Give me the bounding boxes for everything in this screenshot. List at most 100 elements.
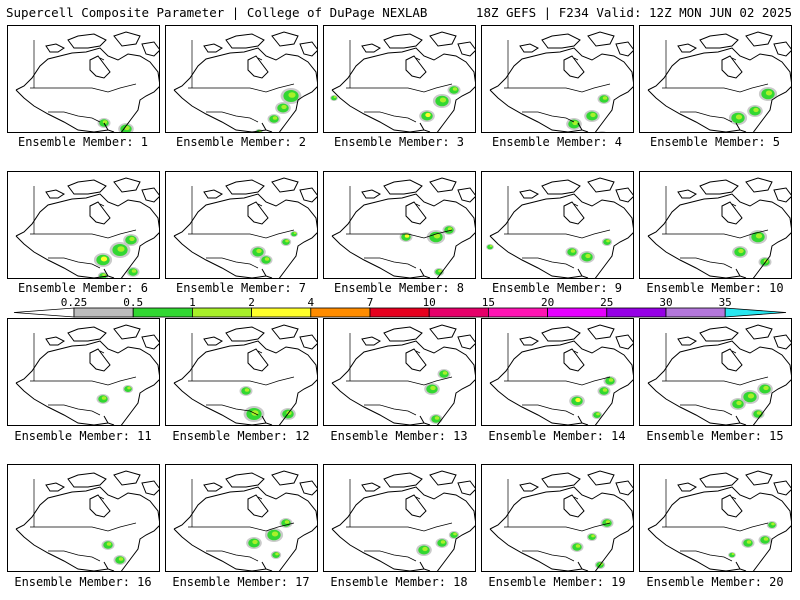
- north-america-map: [173, 31, 317, 132]
- political-border: [680, 111, 733, 123]
- coastline: [383, 179, 423, 195]
- coastline: [261, 415, 273, 425]
- coastline: [615, 187, 633, 203]
- scp-shading: [597, 386, 611, 396]
- political-border: [346, 522, 453, 532]
- coastline: [745, 324, 773, 340]
- coastline: [173, 382, 267, 425]
- coastline: [247, 494, 269, 518]
- coastline: [405, 348, 427, 372]
- coastline: [225, 472, 265, 488]
- political-border: [30, 522, 137, 532]
- coastline: [457, 187, 475, 203]
- coastline: [587, 324, 615, 340]
- member-caption: Ensemble Member: 7: [175, 281, 307, 295]
- coastline: [361, 43, 381, 53]
- political-border: [48, 111, 101, 123]
- coastline: [15, 486, 159, 571]
- scp-shading: [101, 540, 115, 550]
- map-panel-member-1: [7, 25, 160, 133]
- coastline: [489, 382, 583, 425]
- north-america-map: [331, 470, 475, 571]
- coastline: [647, 528, 741, 571]
- political-border: [731, 203, 737, 207]
- coastline: [647, 193, 791, 278]
- coastline: [271, 31, 299, 47]
- scp-shading: [728, 111, 748, 125]
- coastline: [271, 177, 299, 193]
- scp-shading: [264, 528, 284, 542]
- member-caption: Ensemble Member: 5: [649, 135, 781, 149]
- coastline: [331, 382, 425, 425]
- member-caption: Ensemble Member: 13: [330, 429, 468, 443]
- coastline: [615, 334, 633, 350]
- political-border: [662, 376, 769, 386]
- coastline: [203, 43, 223, 53]
- coastline: [647, 486, 791, 571]
- coastline: [15, 340, 159, 425]
- colorbar-segment: [547, 307, 608, 318]
- coastline: [103, 268, 115, 278]
- political-border: [731, 496, 737, 500]
- political-border: [364, 550, 417, 562]
- north-america-map: [173, 177, 317, 278]
- coastline: [361, 189, 381, 199]
- north-america-map: [173, 324, 317, 425]
- political-border: [415, 350, 421, 354]
- coastline: [577, 415, 589, 425]
- scp-shading: [239, 386, 253, 396]
- coastline: [299, 187, 317, 203]
- scp-shading: [748, 230, 768, 244]
- coastline: [15, 193, 159, 278]
- coastline: [577, 268, 589, 278]
- north-america-map: [486, 177, 633, 278]
- coastline: [647, 340, 791, 425]
- coastline: [721, 55, 743, 79]
- north-america-map: [15, 31, 159, 132]
- map-panel-member-17: [165, 464, 318, 572]
- coastline: [457, 41, 475, 57]
- political-border: [346, 229, 453, 239]
- coastline: [103, 415, 115, 425]
- scp-shading: [732, 246, 748, 258]
- coastline: [383, 33, 423, 49]
- political-border: [504, 229, 611, 239]
- coastline: [271, 470, 299, 486]
- member-caption: Ensemble Member: 1: [17, 135, 149, 149]
- political-border: [48, 257, 101, 269]
- map-panel-member-11: [7, 318, 160, 426]
- member-caption: Ensemble Member: 16: [14, 575, 152, 589]
- north-america-map: [331, 177, 475, 278]
- scp-shading: [598, 131, 606, 132]
- colorbar-segment: [665, 307, 726, 318]
- member-caption: Ensemble Member: 9: [491, 281, 623, 295]
- colorbar-tick-label: 25: [600, 296, 613, 309]
- colorbar-segment: [73, 307, 134, 318]
- political-border: [573, 203, 579, 207]
- scp-shading: [758, 535, 772, 545]
- scp-shading: [600, 518, 614, 528]
- coastline: [735, 122, 747, 132]
- political-border: [206, 404, 259, 416]
- political-border: [346, 376, 453, 386]
- scp-shading: [565, 247, 579, 257]
- north-america-map: [15, 324, 159, 425]
- political-border: [48, 550, 101, 562]
- colorbar-segment: [369, 307, 430, 318]
- coastline: [173, 486, 317, 571]
- political-border: [504, 376, 611, 386]
- scp-shading: [399, 232, 413, 242]
- political-border: [30, 229, 137, 239]
- map-panel-member-12: [165, 318, 318, 426]
- colorbar-segment: [428, 307, 489, 318]
- colorbar-tick-label: 1: [189, 296, 196, 309]
- member-caption: Ensemble Member: 8: [333, 281, 465, 295]
- scp-shading: [118, 123, 134, 132]
- political-border: [415, 496, 421, 500]
- coastline: [405, 494, 427, 518]
- coastline: [173, 235, 267, 278]
- political-border: [257, 57, 263, 61]
- coastline: [67, 33, 107, 49]
- coastline: [45, 189, 65, 199]
- coastline: [577, 561, 589, 571]
